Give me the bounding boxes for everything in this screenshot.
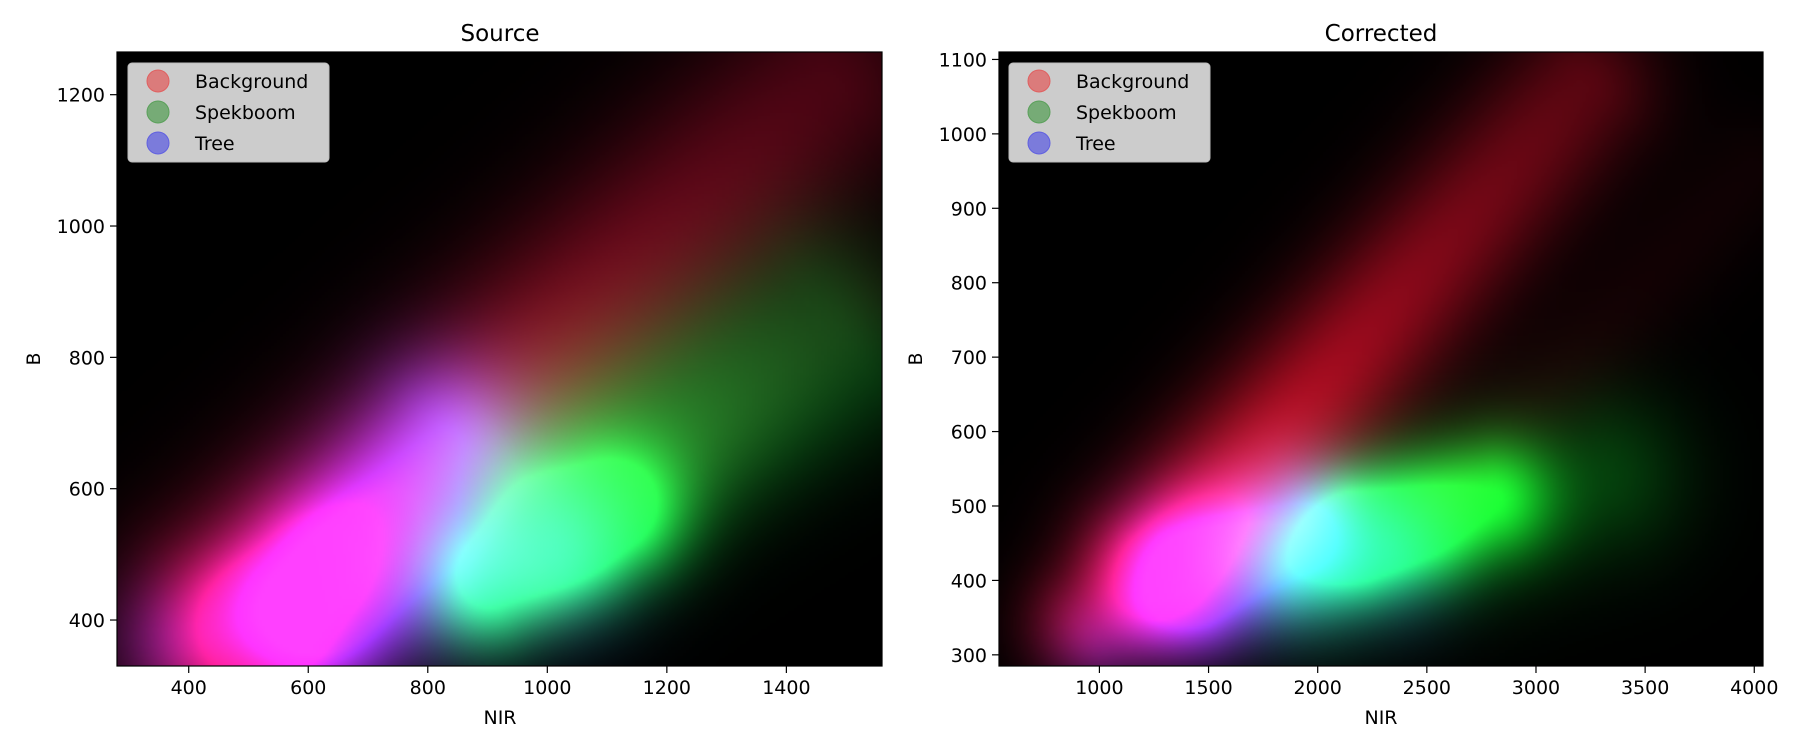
x-tick-label: 400 <box>171 677 207 699</box>
legend-entry-tree: Tree <box>146 131 235 155</box>
x-tick-label: 600 <box>290 677 326 699</box>
x-axis-ticks: 1000 1500 2000 2500 3000 3500 4000 <box>1075 666 1778 699</box>
chart-title: Source <box>461 21 540 47</box>
legend-marker-spekboom <box>146 100 170 124</box>
y-tick-label: 500 <box>951 496 987 518</box>
chart-title: Corrected <box>1325 21 1438 47</box>
y-tick-label: 400 <box>69 610 105 632</box>
legend-box <box>127 62 330 163</box>
x-axis-label: NIR <box>483 707 516 729</box>
y-axis-ticks: 400 600 800 1000 1200 <box>57 85 117 632</box>
legend-marker-spekboom <box>1027 100 1051 124</box>
x-tick-label: 1500 <box>1184 677 1232 699</box>
legend-marker-tree <box>1027 131 1051 155</box>
y-tick-label: 300 <box>951 645 987 667</box>
legend: Background Spekboom Tree <box>1008 62 1211 163</box>
legend-entry-background: Background <box>146 69 308 93</box>
legend-label-tree: Tree <box>194 133 235 155</box>
y-tick-label: 400 <box>951 570 987 592</box>
legend-entry-background: Background <box>1027 69 1189 93</box>
x-tick-label: 3500 <box>1621 677 1669 699</box>
y-tick-label: 700 <box>951 347 987 369</box>
y-tick-label: 1200 <box>57 85 105 107</box>
x-tick-label: 1400 <box>762 677 810 699</box>
legend-entry-spekboom: Spekboom <box>1027 100 1177 124</box>
y-tick-label: 1000 <box>57 216 105 238</box>
x-tick-label: 2500 <box>1403 677 1451 699</box>
y-tick-label: 1000 <box>939 124 987 146</box>
x-tick-label: 1000 <box>523 677 571 699</box>
legend-label-tree: Tree <box>1075 133 1116 155</box>
y-tick-label: 1100 <box>939 49 987 71</box>
panel-corrected: Corrected 1000 1500 2000 2500 3000 3500 4000 3… <box>905 21 1778 729</box>
x-tick-label: 1000 <box>1075 677 1123 699</box>
y-tick-label: 900 <box>951 198 987 220</box>
legend: Background Spekboom Tree <box>127 62 330 163</box>
legend-entry-tree: Tree <box>1027 131 1116 155</box>
legend-marker-tree <box>146 131 170 155</box>
y-axis-label: B <box>23 352 45 365</box>
x-tick-label: 3000 <box>1512 677 1560 699</box>
panel-source: Source 400 600 800 1000 1200 1400 400 600 800 10… <box>23 21 883 729</box>
y-tick-label: 600 <box>951 422 987 444</box>
legend-box <box>1008 62 1211 163</box>
y-tick-label: 800 <box>951 273 987 295</box>
x-tick-label: 1200 <box>643 677 691 699</box>
legend-label-background: Background <box>1076 71 1189 93</box>
y-tick-label: 800 <box>69 347 105 369</box>
legend-label-spekboom: Spekboom <box>195 102 296 124</box>
x-tick-label: 2000 <box>1294 677 1342 699</box>
y-tick-label: 600 <box>69 479 105 501</box>
plot-frame <box>998 51 1764 667</box>
x-tick-label: 800 <box>410 677 446 699</box>
x-axis-ticks: 400 600 800 1000 1200 1400 <box>171 666 811 699</box>
legend-marker-background <box>1027 69 1051 93</box>
plot-frame <box>116 51 883 667</box>
x-axis-label: NIR <box>1364 707 1397 729</box>
y-axis-label: B <box>905 352 927 365</box>
x-tick-label: 4000 <box>1730 677 1778 699</box>
legend-label-background: Background <box>195 71 308 93</box>
y-axis-ticks: 300 400 500 600 700 800 900 1000 1100 <box>939 49 999 667</box>
legend-entry-spekboom: Spekboom <box>146 100 296 124</box>
legend-label-spekboom: Spekboom <box>1076 102 1177 124</box>
legend-marker-background <box>146 69 170 93</box>
